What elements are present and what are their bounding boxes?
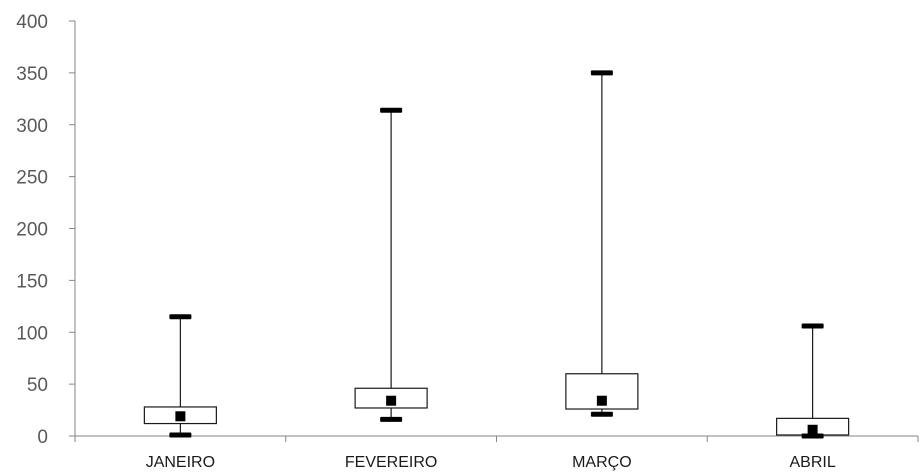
- box-group: [565, 70, 639, 417]
- max-cap: [380, 107, 403, 113]
- max-cap: [169, 314, 192, 320]
- y-axis: 0 50 100 150 200 250 300 350 400: [16, 12, 76, 448]
- y-tick-label: 150: [16, 271, 48, 292]
- y-tick-label: 350: [16, 64, 48, 85]
- y-tick-label: 50: [27, 375, 48, 396]
- box-group: [143, 314, 217, 438]
- y-tick-label: 200: [16, 220, 48, 241]
- x-tick-label: FEVEREIRO: [345, 454, 437, 471]
- y-tick-label: 0: [37, 427, 48, 448]
- median-marker: [175, 411, 186, 422]
- max-cap: [590, 70, 613, 76]
- box-group: [354, 107, 428, 422]
- max-cap: [801, 323, 824, 329]
- min-cap: [169, 432, 192, 438]
- min-cap: [380, 416, 403, 422]
- median-marker: [386, 395, 397, 406]
- median-marker: [596, 395, 607, 406]
- y-tick-label: 400: [16, 12, 48, 33]
- x-tick-label: MARÇO: [572, 454, 632, 471]
- min-cap: [801, 433, 824, 439]
- y-tick-label: 100: [16, 323, 48, 344]
- x-tick-label: ABRIL: [790, 454, 836, 471]
- box-group: [776, 323, 850, 439]
- y-tick-label: 250: [16, 168, 48, 189]
- median-marker: [807, 424, 818, 435]
- min-cap: [590, 411, 613, 417]
- x-axis: JANEIRO FEVEREIRO MARÇO ABRIL: [74, 435, 919, 471]
- y-tick-label: 300: [16, 116, 48, 137]
- plot-area: [143, 70, 850, 439]
- x-tick-label: JANEIRO: [146, 454, 215, 471]
